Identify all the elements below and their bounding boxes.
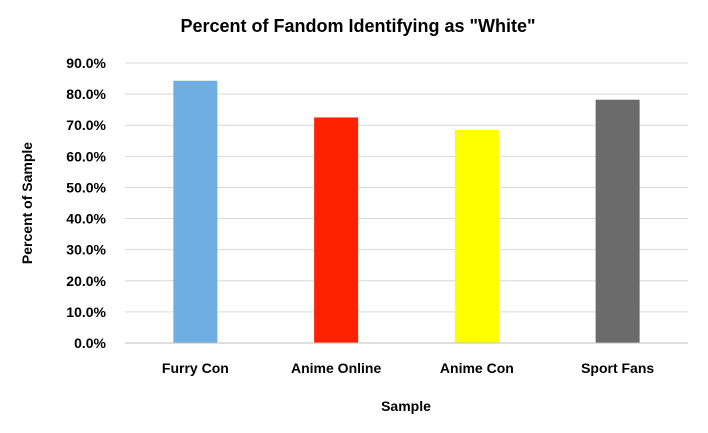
x-tick-label: Anime Con <box>440 360 514 376</box>
y-tick-label: 30.0% <box>66 242 106 258</box>
bar-sport-fans <box>595 99 640 343</box>
bars <box>173 80 640 343</box>
x-axis-label: Sample <box>381 398 431 414</box>
y-tick-label: 60.0% <box>66 148 106 164</box>
y-tick-label: 20.0% <box>66 273 106 289</box>
bar-anime-con <box>454 129 499 343</box>
y-tick-label: 80.0% <box>66 86 106 102</box>
y-tick-label: 10.0% <box>66 304 106 320</box>
y-tick-label: 90.0% <box>66 55 106 71</box>
x-tick-label: Furry Con <box>162 360 229 376</box>
x-tick-label: Anime Online <box>291 360 381 376</box>
y-tick-label: 50.0% <box>66 179 106 195</box>
bar-furry-con <box>173 80 218 343</box>
y-axis-ticks: 0.0% 10.0% 20.0% 30.0% 40.0% 50.0% 60.0% 70.0% 8… <box>66 55 106 351</box>
x-tick-label: Sport Fans <box>581 360 654 376</box>
x-axis-ticks: Furry Con Anime Online Anime Con Sport Fans <box>162 360 654 376</box>
y-tick-label: 40.0% <box>66 211 106 227</box>
y-tick-label: 70.0% <box>66 117 106 133</box>
y-tick-label: 0.0% <box>74 335 106 351</box>
chart-title: Percent of Fandom Identifying as "White" <box>180 16 535 36</box>
gridlines <box>125 62 688 313</box>
y-axis-label: Percent of Sample <box>19 142 35 264</box>
bar-anime-online <box>314 117 359 343</box>
